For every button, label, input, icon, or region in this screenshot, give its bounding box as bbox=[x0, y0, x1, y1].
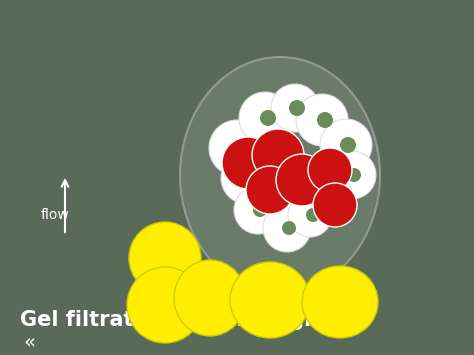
Circle shape bbox=[306, 208, 320, 222]
Circle shape bbox=[296, 94, 348, 146]
Text: «: « bbox=[24, 333, 36, 351]
Circle shape bbox=[313, 183, 357, 227]
Circle shape bbox=[263, 204, 311, 252]
Circle shape bbox=[260, 110, 276, 126]
Ellipse shape bbox=[230, 262, 310, 338]
Circle shape bbox=[222, 137, 274, 189]
Circle shape bbox=[340, 137, 356, 153]
Circle shape bbox=[239, 92, 291, 144]
Circle shape bbox=[317, 112, 333, 128]
Text: Gel filtration chromatography: Gel filtration chromatography bbox=[20, 310, 372, 330]
Circle shape bbox=[282, 221, 296, 235]
Circle shape bbox=[304, 171, 352, 219]
Circle shape bbox=[253, 203, 267, 217]
Circle shape bbox=[328, 151, 376, 199]
Circle shape bbox=[246, 166, 294, 214]
Circle shape bbox=[209, 120, 265, 176]
Ellipse shape bbox=[180, 57, 380, 293]
Circle shape bbox=[288, 193, 332, 237]
Circle shape bbox=[308, 148, 352, 192]
Text: flow: flow bbox=[41, 208, 69, 222]
Circle shape bbox=[234, 186, 282, 234]
Ellipse shape bbox=[127, 267, 203, 343]
Circle shape bbox=[289, 100, 305, 116]
Ellipse shape bbox=[302, 266, 378, 338]
Circle shape bbox=[320, 119, 372, 171]
Ellipse shape bbox=[129, 222, 201, 294]
Circle shape bbox=[252, 129, 304, 181]
Circle shape bbox=[276, 154, 328, 206]
Circle shape bbox=[271, 84, 319, 132]
Circle shape bbox=[221, 152, 273, 204]
Circle shape bbox=[347, 168, 361, 182]
Circle shape bbox=[232, 140, 248, 156]
Circle shape bbox=[323, 189, 337, 203]
Ellipse shape bbox=[174, 260, 246, 336]
